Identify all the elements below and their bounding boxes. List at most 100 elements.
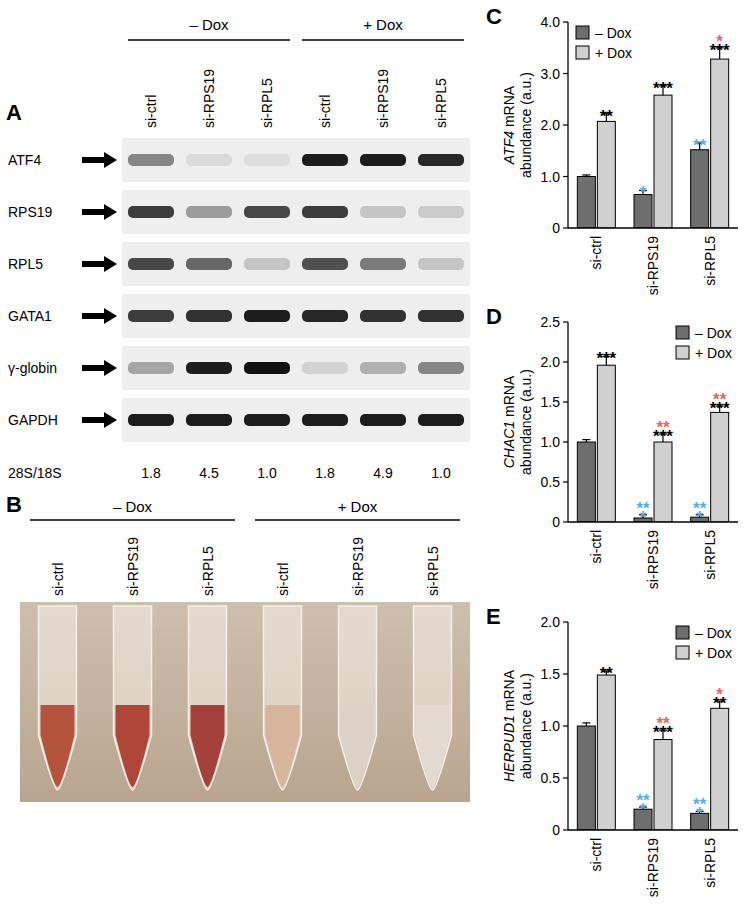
band [418,414,464,426]
band [186,414,232,426]
group-line [255,519,460,521]
error-bar [582,723,590,726]
y-label: abundance (a.u.) [518,72,534,178]
legend-swatch [576,26,589,39]
x-tick-label: si-RPL5 [702,838,718,888]
y-tick-label: 1.0 [541,434,561,450]
x-tick-label: si-ctrl [588,530,604,563]
x-tick-label: si-ctrl [588,236,604,269]
tube [264,606,302,790]
significance: *** [653,79,673,98]
pellet [266,705,300,787]
group-line [128,39,290,41]
lane-label: si-ctrl [275,563,291,596]
panel-letter: A [6,100,22,125]
y-tick-label: 0 [552,514,560,530]
blot-strip [122,398,470,442]
bar [597,121,615,228]
tube [39,606,77,790]
band [360,154,406,166]
tube [339,606,377,790]
ratio-label: 28S/18S [8,465,62,481]
y-tick [563,176,568,177]
y-label: abundance (a.u.) [518,369,534,475]
blot-strip [122,242,470,286]
pellet [191,705,225,787]
band [418,154,464,166]
legend-swatch [576,46,589,59]
bars [577,48,728,228]
ratio-value: 1.8 [141,465,161,481]
bars [577,671,728,830]
row-label: GAPDH [8,412,58,428]
y-label-gene: ATF4 [501,131,517,165]
legend-swatch [676,326,689,339]
band [128,362,174,374]
band [186,362,232,374]
y-tick-label: 1.5 [541,394,561,410]
x-tick-label: si-RPS19 [645,530,661,589]
pellet [116,705,150,787]
band [244,310,290,322]
pellet [41,705,75,787]
y-label-part: mRNA [501,85,517,131]
ratio-value: 4.9 [373,465,393,481]
y-label: ATF4 mRNA [501,85,517,165]
pellet [416,705,450,787]
lane-label: si-RPL5 [433,78,449,128]
error-bar [582,440,590,442]
significance: ** [600,107,614,126]
y-tick-label: 2.0 [541,354,561,370]
ratio-value: 1.8 [315,465,335,481]
legend: – Dox+ Dox [676,625,732,661]
bar [654,442,672,522]
band [128,310,174,322]
y-tick [563,124,568,125]
group-label: – Dox [113,498,153,515]
significance: ** [693,499,707,518]
error-bar [582,175,590,177]
group-label: – Dox [189,16,229,33]
band [244,414,290,426]
y-tick [563,621,568,622]
lane-label: si-RPS19 [201,69,217,128]
panel-letter: E [486,604,501,629]
significance: * [640,183,647,202]
y-tick-label: 4.0 [541,14,561,30]
y-label: HERPUD1 mRNA [501,669,517,782]
legend-swatch [676,626,689,639]
y-tick-label: 3.0 [541,66,561,82]
x-tick-label: si-RPL5 [702,236,718,286]
x-tick-label: si-ctrl [588,838,604,871]
blot-strip [122,346,470,390]
y-axis [567,622,568,830]
arrow [82,308,117,324]
tube [189,606,227,790]
significance: ** [693,136,707,155]
error-cap [582,722,590,723]
x-tick-label: si-RPL5 [702,530,718,580]
y-label-gene: CHAC1 [501,421,517,468]
arrow [82,256,117,272]
band [128,154,174,166]
y-tick [563,227,568,228]
bar [691,150,709,228]
lane-label: si-ctrl [317,95,333,128]
bar [597,675,615,830]
band [360,206,406,218]
tube [414,606,452,790]
y-tick [563,673,568,674]
band [128,414,174,426]
legend: – Dox+ Dox [576,25,632,61]
arrow [82,204,117,220]
y-label: CHAC1 mRNA [501,375,517,468]
lane-label: si-RPS19 [350,537,366,596]
bar [654,95,672,228]
bar [711,412,729,522]
ratio-value: 1.0 [257,465,277,481]
significance: ** [656,418,670,437]
significance: * [716,32,723,51]
band [360,258,406,270]
band [244,362,290,374]
row-label: ATF4 [8,152,41,168]
